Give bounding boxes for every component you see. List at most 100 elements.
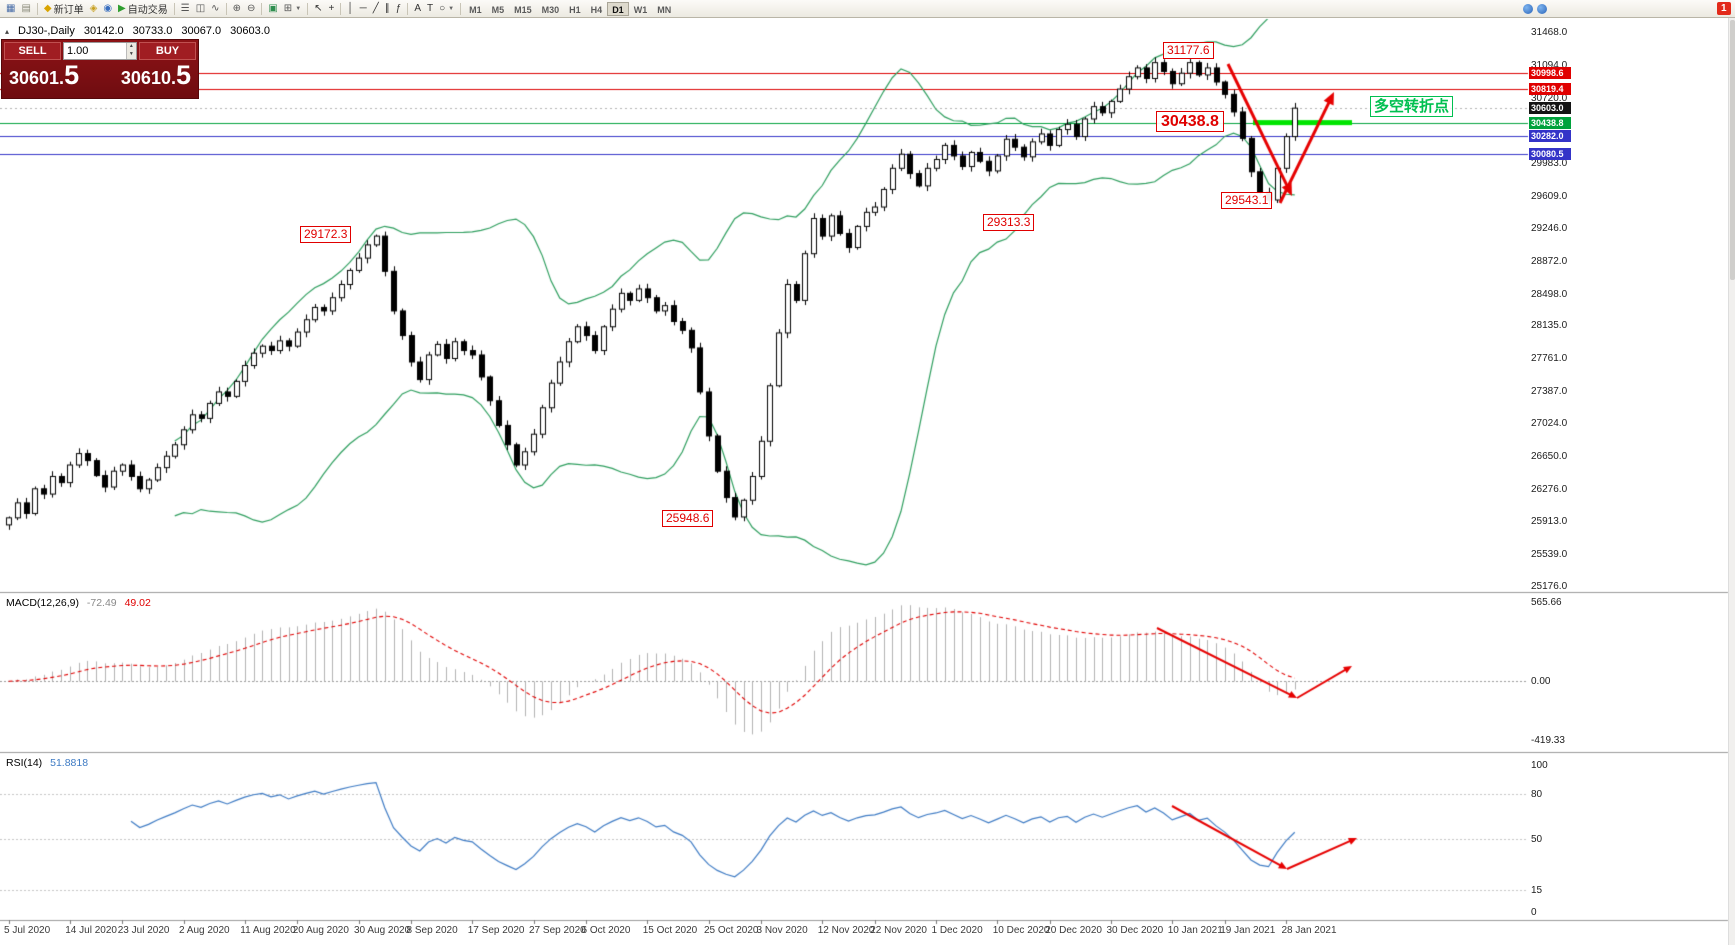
ohlc-open: 30142.0 [83, 25, 124, 37]
equidistant-channel-button[interactable]: ∥ [382, 1, 393, 17]
date-axis-label: 30 Dec 2020 [1106, 925, 1164, 936]
rsi-axis-tick: 15 [1531, 884, 1543, 896]
timeframe-m15[interactable]: M15 [514, 4, 532, 15]
vertical-line-button[interactable]: │ [344, 1, 356, 17]
fibonacci-button[interactable]: ƒ [393, 1, 405, 17]
fibonacci-icon: ƒ [395, 2, 402, 14]
connection-status-icon[interactable] [1523, 4, 1533, 14]
ohlc-high: 30733.0 [132, 25, 173, 37]
notifications-badge[interactable]: 1 [1717, 2, 1731, 15]
text-label-button[interactable]: T [424, 1, 436, 17]
date-axis-label: 3 Nov 2020 [756, 925, 808, 936]
auto-trading-button[interactable]: ▶ 自动交易 [115, 1, 171, 17]
bar-chart-icon: ☰ [180, 2, 190, 14]
price-annotation[interactable]: 31177.6 [1163, 42, 1214, 59]
new-chart-button[interactable]: ▦ [3, 1, 18, 17]
cursor-button[interactable]: ↖ [311, 1, 325, 17]
volume-decrease-icon[interactable]: ▼ [126, 51, 136, 59]
sell-button[interactable]: SELL [4, 42, 61, 60]
trendline-icon: ╱ [372, 2, 379, 14]
timeframe-m1[interactable]: M1 [469, 4, 482, 15]
timeframe-h4[interactable]: H4 [590, 4, 603, 15]
timeframe-h1[interactable]: H1 [569, 4, 581, 15]
sell-price-pip: 5 [64, 60, 80, 90]
date-axis-label: 20 Dec 2020 [1045, 925, 1102, 936]
volume-increase-icon[interactable]: ▲ [126, 43, 136, 51]
line-chart-button[interactable]: ∿ [208, 1, 222, 17]
toolbar-separator [407, 2, 409, 15]
price-annotation[interactable]: 25948.6 [662, 510, 714, 527]
symbol-info: ▴ DJ30-,Daily 30142.0 30733.0 30067.0 30… [5, 25, 270, 37]
rsi-axis-tick: 80 [1531, 789, 1543, 801]
horizontal-line-button[interactable]: ─ [357, 1, 370, 17]
rsi-axis-tick: 50 [1531, 833, 1543, 845]
date-axis-label: 1 Dec 2020 [931, 925, 983, 936]
price-axis-tick: 31094.0 [1531, 59, 1568, 71]
timeframe-d1[interactable]: D1 [607, 1, 629, 16]
crosshair-button[interactable]: + [326, 1, 338, 17]
experts-button[interactable]: ◉ [100, 1, 115, 17]
toolbar-separator [173, 2, 175, 15]
bar-chart-button[interactable]: ☰ [178, 1, 193, 17]
rsi-axis-tick: 100 [1531, 760, 1548, 771]
rsi-axis-tick: 0 [1531, 907, 1537, 918]
price-axis-tick: 28498.0 [1531, 288, 1568, 300]
price-tag: 30603.0 [1529, 102, 1571, 115]
price-axis-tick: 27024.0 [1531, 418, 1568, 430]
price-axis-tick: 29983.0 [1531, 157, 1568, 169]
toolbar-separator [340, 2, 342, 15]
toolbar-separator [307, 2, 309, 15]
rsi-name: RSI(14) [6, 757, 43, 769]
rsi-label: RSI(14) 51.8818 [6, 757, 93, 769]
note-label[interactable]: 多空转折点 [1370, 96, 1454, 117]
timeframe-w1[interactable]: W1 [633, 4, 648, 15]
date-axis-label: 14 Jul 2020 [65, 925, 117, 936]
tile-windows-button[interactable]: ▣ [265, 1, 280, 17]
date-axis-label: 22 Nov 2020 [870, 925, 927, 936]
date-axis-label: 23 Jul 2020 [117, 925, 170, 936]
add-indicator-button[interactable]: ⊞ ▼ [281, 1, 304, 17]
volume-input[interactable] [64, 43, 126, 59]
shapes-icon: ○ [439, 2, 446, 14]
price-axis-tick: 25176.0 [1531, 581, 1568, 592]
new-chart-icon: ▦ [6, 2, 16, 14]
ohlc-low: 30067.0 [181, 25, 222, 37]
macd-name: MACD(12,26,9) [6, 597, 79, 609]
trendline-button[interactable]: ╱ [370, 1, 382, 17]
price-axis-tick: 25539.0 [1531, 549, 1568, 561]
templates-icon: ◈ [89, 2, 98, 14]
toolbar-separator [261, 2, 263, 15]
tile-windows-icon: ▣ [268, 2, 278, 14]
date-axis-label: 12 Nov 2020 [817, 925, 875, 936]
date-axis-label: 27 Sep 2020 [529, 925, 586, 936]
candlestick-chart-button[interactable]: ◫ [193, 1, 208, 17]
timeframe-m5[interactable]: M5 [491, 4, 505, 15]
price-annotation[interactable]: 30438.8 [1156, 111, 1224, 132]
date-axis-label: 5 Jul 2020 [4, 925, 51, 936]
macd-axis-tick: 0.00 [1531, 676, 1551, 688]
auto-trading-label: 自动交易 [127, 5, 168, 16]
zoom-in-button[interactable]: ⊕ [230, 1, 244, 17]
timeframe-m30[interactable]: M30 [541, 4, 560, 15]
profiles-icon: ▤ [21, 2, 31, 14]
price-axis-tick: 26276.0 [1531, 484, 1568, 496]
price-annotation[interactable]: 29313.3 [983, 214, 1035, 231]
price-tag: 30080.5 [1529, 148, 1571, 161]
price-annotation[interactable]: 29172.3 [300, 226, 352, 243]
zoom-out-button[interactable]: ⊖ [244, 1, 258, 17]
buy-button[interactable]: BUY [139, 42, 196, 60]
profiles-button[interactable]: ▤ [18, 1, 33, 17]
date-axis-label: 10 Jan 2021 [1167, 925, 1223, 936]
timeframe-mn[interactable]: MN [657, 4, 672, 15]
templates-button[interactable]: ◈ [87, 1, 101, 17]
new-order-button[interactable]: ◆ 新订单 [41, 1, 87, 17]
text-button[interactable]: A [411, 1, 424, 17]
vertical-scrollbar[interactable] [1728, 18, 1735, 945]
price-annotation[interactable]: 29543.1 [1221, 192, 1273, 209]
alerts-status-icon[interactable] [1537, 4, 1547, 14]
date-axis-label: 6 Oct 2020 [581, 925, 631, 936]
shapes-button[interactable]: ○ ▼ [436, 1, 457, 17]
date-axis-label: 28 Jan 2021 [1281, 925, 1337, 936]
scrollbar-thumb[interactable] [1730, 20, 1735, 280]
